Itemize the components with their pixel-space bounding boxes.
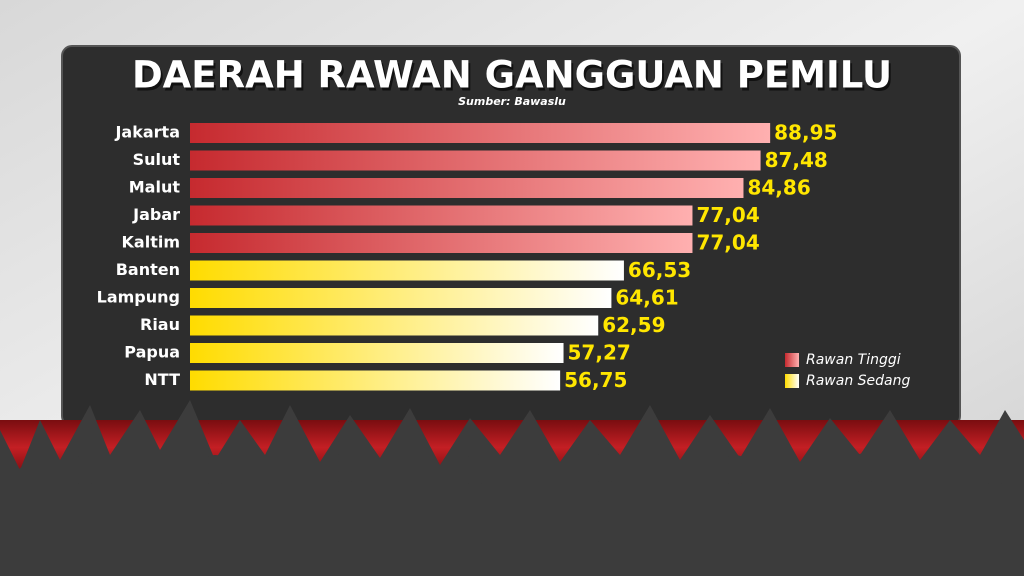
bar (190, 260, 624, 281)
value-label: 56,75 (564, 368, 627, 392)
value-label: 77,04 (696, 203, 759, 227)
bar (190, 178, 744, 198)
bar (190, 233, 693, 253)
crowd (0, 400, 1024, 576)
bar (190, 205, 693, 226)
value-label: 64,61 (615, 286, 678, 310)
legend-label: Rawan Sedang (806, 373, 910, 389)
legend-swatch (785, 353, 799, 367)
value-label: 57,27 (568, 341, 631, 365)
category-label: NTT (144, 370, 180, 389)
chart-title-shadow: DAERAH RAWAN GANGGUAN PEMILU (134, 57, 894, 100)
value-label: 87,48 (765, 148, 828, 172)
category-label: Banten (116, 260, 180, 279)
category-label: Sulut (133, 150, 181, 169)
category-label: Riau (140, 315, 180, 334)
category-label: Jakarta (114, 123, 180, 142)
legend-label: Rawan Tinggi (806, 352, 901, 368)
bar (190, 123, 771, 143)
legend-swatch (785, 374, 799, 388)
bar (190, 370, 561, 391)
bar (190, 343, 564, 363)
bar (190, 288, 612, 308)
value-label: 88,95 (774, 121, 837, 145)
bar (190, 150, 761, 171)
value-label: 62,59 (602, 313, 665, 337)
category-label: Papua (124, 343, 180, 362)
category-label: Kaltim (122, 233, 180, 252)
category-label: Jabar (132, 205, 180, 224)
category-label: Malut (129, 178, 181, 197)
value-label: 84,86 (747, 176, 810, 200)
value-label: 77,04 (696, 231, 759, 255)
chart-subtitle: Sumber: Bawaslu (458, 95, 566, 108)
value-label: 66,53 (628, 258, 691, 282)
bar (190, 315, 599, 336)
chart-title: DAERAH RAWAN GANGGUAN PEMILU (132, 54, 892, 97)
category-label: Lampung (97, 288, 180, 307)
